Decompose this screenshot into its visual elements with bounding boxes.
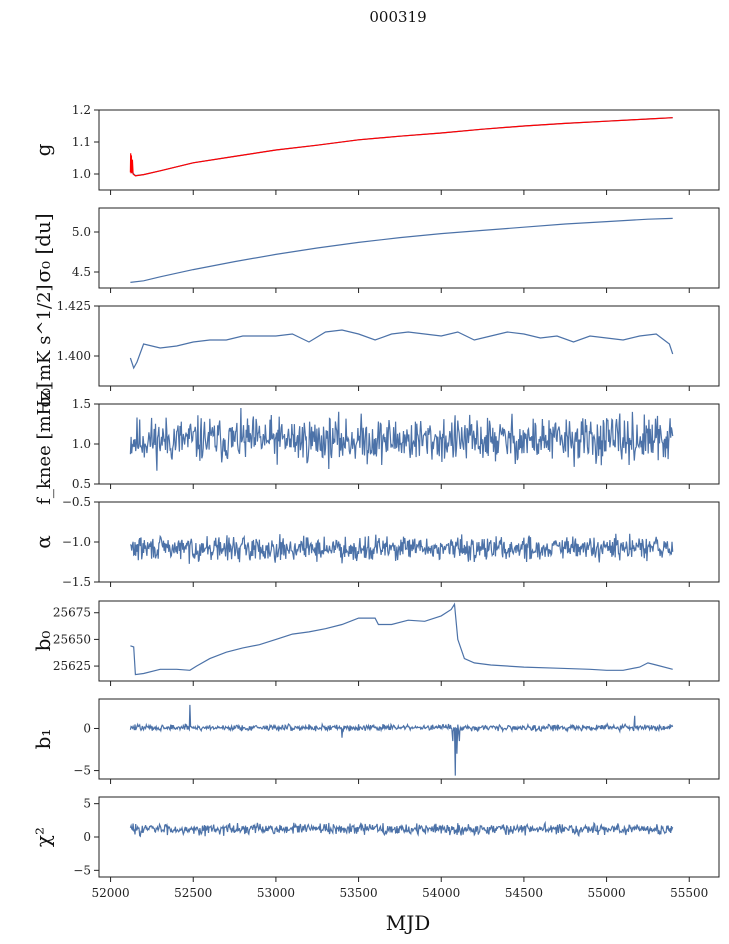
y-axis-label-alpha: α — [31, 535, 55, 549]
y-tick-label-g: 1.2 — [72, 103, 91, 117]
axes-frame-chi2 — [98, 796, 720, 878]
figure-title: 000319 — [369, 8, 426, 26]
y-tick-label-fknee: 1.0 — [72, 437, 91, 451]
axes-frame-b1 — [98, 698, 720, 780]
y-tick-label-b1: −5 — [73, 764, 91, 778]
x-tick-label: 55500 — [670, 886, 708, 900]
panel-b1: −5 0 b₁ — [31, 698, 720, 784]
axes-frame-sigma0_mK — [98, 305, 720, 387]
y-tick-label-b0: 25675 — [53, 606, 91, 620]
panel-sigma0_du: 4.5 5.0 σ₀ [du] — [31, 207, 720, 293]
series-line-b0-0 — [130, 602, 673, 676]
panel-fknee: 0.5 1.0 1.5 f_knee [mHz] — [34, 383, 720, 505]
y-axis-label-sigma0-du: σ₀ [du] — [31, 213, 55, 282]
y-tick-label-b1: 0 — [83, 721, 91, 735]
y-tick-label-g: 1.1 — [72, 135, 91, 149]
series-line-g-1 — [129, 117, 673, 177]
y-axis-label-fknee: f_knee [mHz] — [34, 383, 55, 504]
panel-g: 1.0 1.1 1.2 g — [31, 103, 720, 195]
axes-frame-g — [98, 109, 720, 191]
y-tick-label-b0: 25625 — [53, 659, 91, 673]
x-tick-label: 54500 — [505, 886, 543, 900]
y-tick-label-fknee: 1.5 — [72, 397, 91, 411]
y-axis-label-chi2: χ² — [31, 827, 55, 847]
series-line-alpha-0 — [129, 533, 674, 564]
y-axis-label-b1: b₁ — [31, 729, 55, 750]
y-axis-label-b0: b₀ — [31, 631, 55, 652]
x-tick-label: 54000 — [422, 886, 460, 900]
y-tick-label-alpha: −0.5 — [62, 495, 91, 509]
y-tick-label-b0: 25650 — [53, 632, 91, 646]
series-line-g-0 — [129, 117, 673, 177]
x-tick-label: 53500 — [339, 886, 377, 900]
axes-frame-sigma0_du — [98, 207, 720, 289]
series-line-sigma0_du-0 — [130, 217, 673, 283]
y-tick-label-sigma0_du: 5.0 — [72, 225, 91, 239]
y-tick-label-chi2: 5 — [83, 797, 91, 811]
y-tick-label-sigma0_du: 4.5 — [72, 265, 91, 279]
y-tick-label-sigma0_mK: 1.425 — [57, 299, 91, 313]
series-line-b1-0 — [129, 704, 674, 776]
y-axis-label-sigma0-mk: σ₀[mK s^1/2] — [34, 284, 55, 407]
x-tick-label: 55000 — [587, 886, 625, 900]
y-tick-label-alpha: −1.0 — [62, 535, 91, 549]
series-line-fknee-0 — [129, 407, 674, 471]
panel-chi2: −5 0 5 52000 52500 53000 53500 54000 54500 55000 5… — [31, 796, 720, 900]
y-tick-label-fknee: 0.5 — [72, 477, 91, 491]
y-tick-label-g: 1.0 — [72, 167, 91, 181]
y-tick-label-alpha: −1.5 — [62, 575, 91, 589]
axes-frame-b0 — [98, 600, 720, 682]
y-tick-label-chi2: 0 — [83, 830, 91, 844]
panel-b0: 25625 25650 25675 b₀ — [31, 600, 720, 686]
y-tick-label-sigma0_mK: 1.400 — [57, 349, 91, 363]
x-tick-label: 52000 — [91, 886, 129, 900]
x-tick-label: 53000 — [257, 886, 295, 900]
x-tick-label: 52500 — [174, 886, 212, 900]
series-line-sigma0_mK-0 — [129, 329, 674, 370]
y-tick-label-chi2: −5 — [73, 863, 91, 877]
panel-alpha: −1.5 −1.0 −0.5 α — [31, 495, 720, 589]
x-axis-label: MJD — [386, 911, 431, 935]
series-line-chi2-0 — [129, 820, 674, 838]
y-axis-label-g: g — [31, 143, 55, 156]
